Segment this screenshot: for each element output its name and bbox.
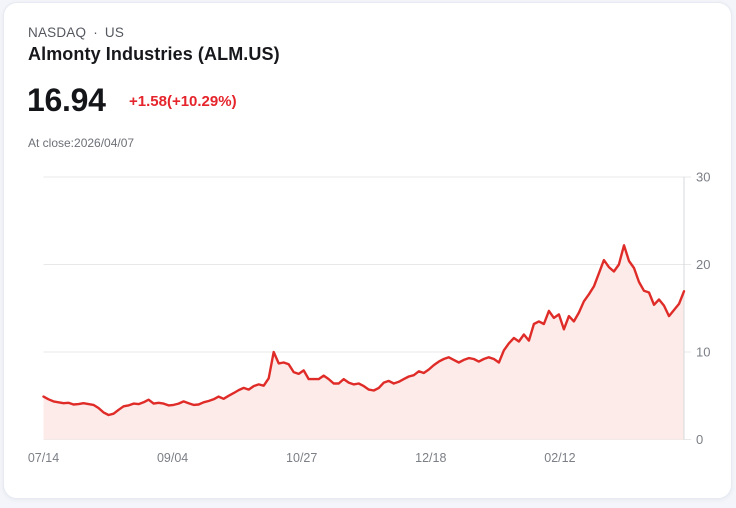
close-date-label: At close:2026/04/07 xyxy=(28,136,135,150)
svg-text:20: 20 xyxy=(696,257,710,272)
x-axis-labels: 07/14 09/04 10/27 12/18 02/12 xyxy=(28,451,576,465)
svg-text:02/12: 02/12 xyxy=(544,451,575,465)
region-label: US xyxy=(104,25,125,40)
y-axis-labels: 0 10 20 30 xyxy=(696,170,710,448)
svg-text:09/04: 09/04 xyxy=(157,451,188,465)
price-change: +1.58(+10.29%) xyxy=(129,93,237,110)
exchange-info: NASDAQ · US xyxy=(28,25,124,40)
stock-quote-card: NASDAQ · US Almonty Industries (ALM.US) … xyxy=(3,2,732,499)
svg-text:10/27: 10/27 xyxy=(286,451,317,465)
svg-text:10: 10 xyxy=(696,345,710,360)
current-price: 16.94 xyxy=(27,82,106,118)
exchange-label: NASDAQ xyxy=(28,25,87,40)
stock-title: Almonty Industries (ALM.US) xyxy=(28,44,280,64)
svg-text:0: 0 xyxy=(696,432,703,447)
price-line xyxy=(42,244,686,417)
svg-text:30: 30 xyxy=(696,170,710,185)
svg-text:07/14: 07/14 xyxy=(28,451,59,465)
svg-text:12/18: 12/18 xyxy=(415,451,446,465)
area-fill xyxy=(43,245,684,440)
separator-dot: · xyxy=(93,25,98,40)
price-chart: 0 10 20 30 07/14 09/04 10/27 12/18 02/12 xyxy=(28,170,711,466)
